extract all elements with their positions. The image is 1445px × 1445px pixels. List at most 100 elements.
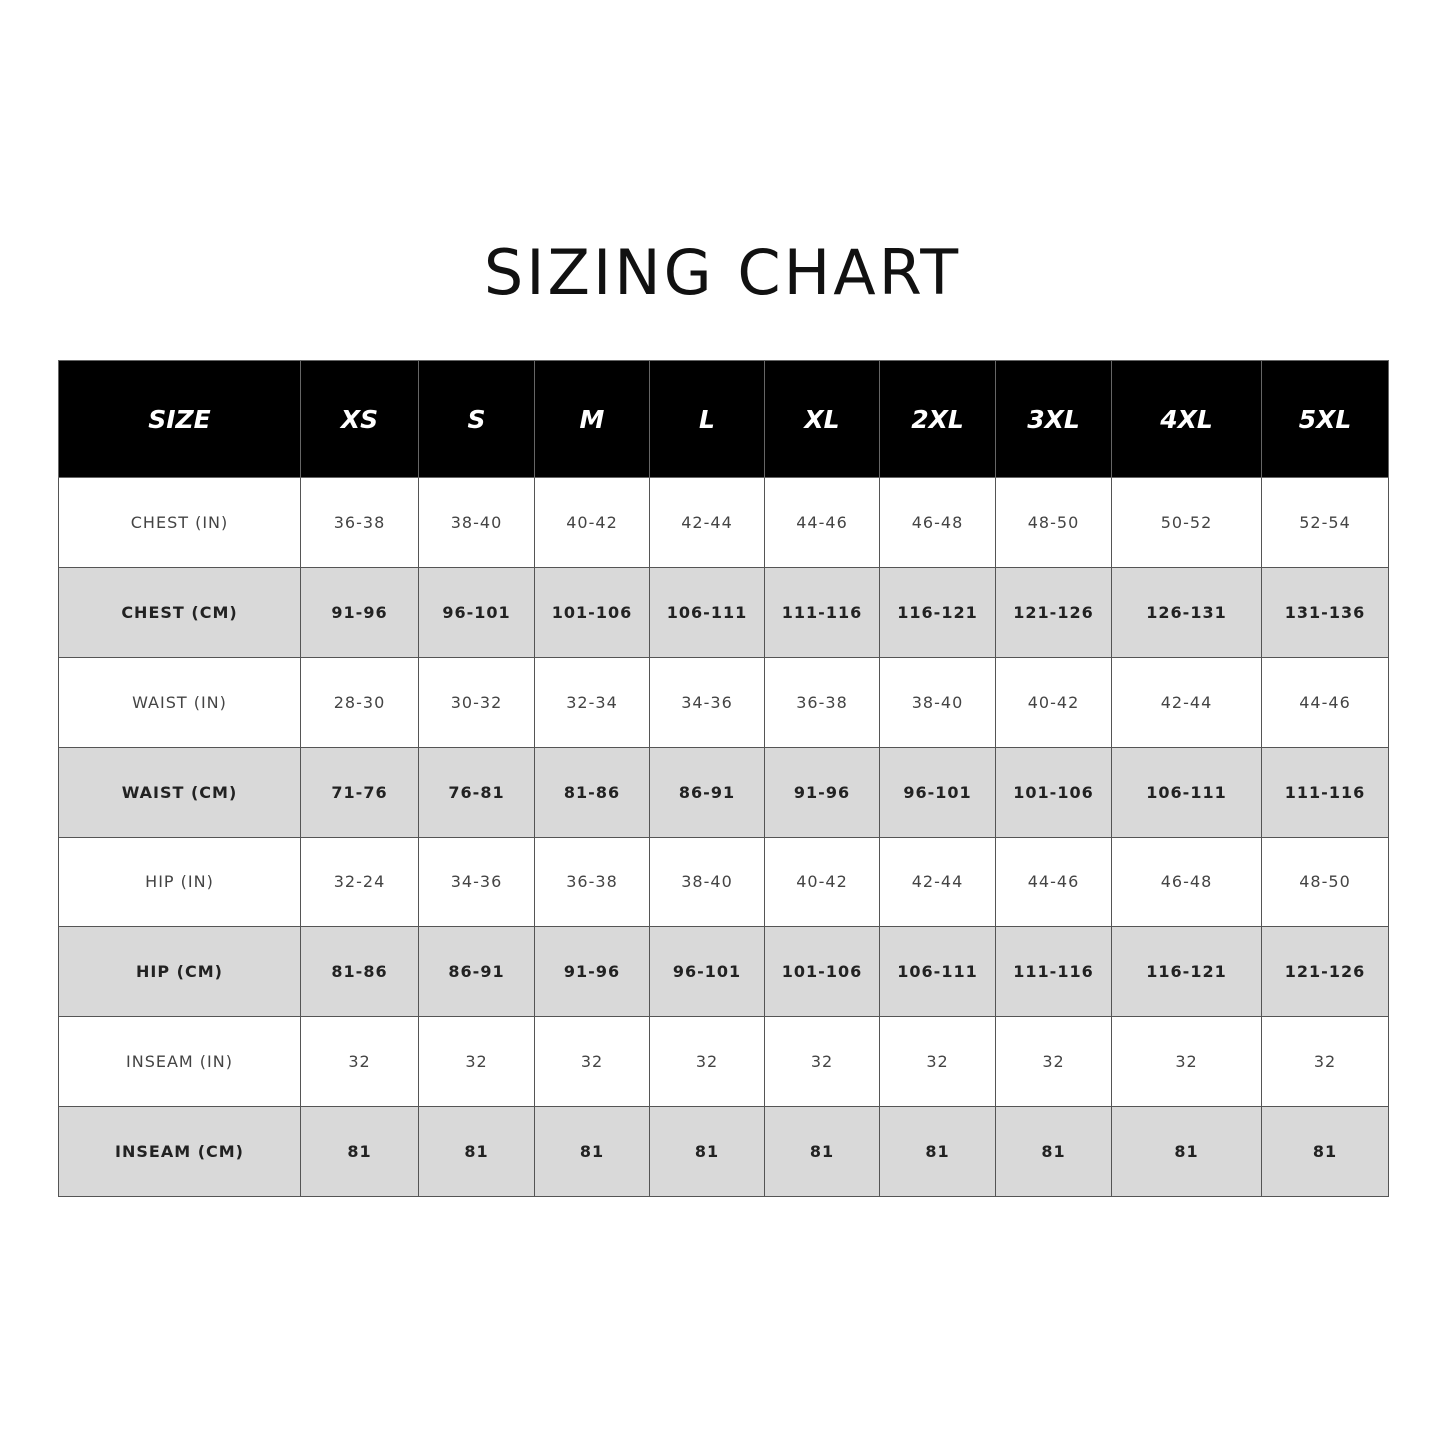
row-label: WAIST (IN) (58, 656, 301, 748)
table-cell: 32 (1111, 1016, 1262, 1108)
table-cell: 101-106 (534, 566, 650, 658)
table-cell: 106-111 (649, 566, 765, 658)
table-row: INSEAM (IN) 32 32 32 32 32 32 32 32 32 (58, 1016, 1389, 1108)
table-cell: 42-44 (649, 477, 765, 568)
table-cell: 42-44 (1111, 656, 1262, 748)
row-label: INSEAM (IN) (58, 1016, 301, 1108)
header-size-l: L (649, 360, 765, 478)
table-cell: 81 (1261, 1106, 1389, 1197)
table-row: HIP (CM) 81-86 86-91 91-96 96-101 101-106 106-… (58, 926, 1389, 1018)
table-cell: 38-40 (418, 477, 535, 568)
row-label: HIP (CM) (58, 926, 301, 1018)
table-cell: 96-101 (418, 566, 535, 658)
table-cell: 126-131 (1111, 566, 1262, 658)
table-cell: 44-46 (995, 836, 1112, 928)
header-size-s: S (418, 360, 535, 478)
table-cell: 81-86 (534, 746, 650, 838)
table-cell: 50-52 (1111, 477, 1262, 568)
table-cell: 44-46 (1261, 656, 1389, 748)
header-size-m: M (534, 360, 650, 478)
table-cell: 36-38 (534, 836, 650, 928)
header-size-3xl: 3XL (995, 360, 1112, 478)
row-label: INSEAM (CM) (58, 1106, 301, 1197)
table-cell: 121-126 (995, 566, 1112, 658)
row-label: CHEST (CM) (58, 566, 301, 658)
table-cell: 48-50 (995, 477, 1112, 568)
table-cell: 32 (649, 1016, 765, 1108)
table-cell: 32 (879, 1016, 996, 1108)
table-cell: 32 (534, 1016, 650, 1108)
table-cell: 46-48 (1111, 836, 1262, 928)
table-cell: 121-126 (1261, 926, 1389, 1018)
table-cell: 48-50 (1261, 836, 1389, 928)
table-cell: 81 (534, 1106, 650, 1197)
table-cell: 81 (879, 1106, 996, 1197)
table-cell: 32 (418, 1016, 535, 1108)
header-size-xs: XS (300, 360, 419, 478)
table-cell: 52-54 (1261, 477, 1389, 568)
table-cell: 32 (300, 1016, 419, 1108)
table-cell: 86-91 (649, 746, 765, 838)
table-cell: 81 (764, 1106, 880, 1197)
table-cell: 46-48 (879, 477, 996, 568)
row-label: WAIST (CM) (58, 746, 301, 838)
table-cell: 106-111 (1111, 746, 1262, 838)
header-size-2xl: 2XL (879, 360, 996, 478)
row-label: HIP (IN) (58, 836, 301, 928)
table-cell: 44-46 (764, 477, 880, 568)
table-cell: 101-106 (995, 746, 1112, 838)
table-cell: 111-116 (995, 926, 1112, 1018)
table-cell: 38-40 (879, 656, 996, 748)
table-cell: 106-111 (879, 926, 996, 1018)
table-cell: 40-42 (764, 836, 880, 928)
header-size-label: SIZE (58, 360, 301, 478)
table-cell: 91-96 (764, 746, 880, 838)
header-size-xl: XL (764, 360, 880, 478)
table-cell: 34-36 (649, 656, 765, 748)
table-cell: 91-96 (300, 566, 419, 658)
table-cell: 32 (1261, 1016, 1389, 1108)
table-cell: 34-36 (418, 836, 535, 928)
table-cell: 32 (764, 1016, 880, 1108)
table-cell: 81 (300, 1106, 419, 1197)
table-cell: 32-34 (534, 656, 650, 748)
table-cell: 28-30 (300, 656, 419, 748)
table-cell: 111-116 (764, 566, 880, 658)
table-row: WAIST (IN) 28-30 30-32 32-34 34-36 36-38 38-40… (58, 656, 1389, 748)
table-cell: 81 (418, 1106, 535, 1197)
table-cell: 116-121 (1111, 926, 1262, 1018)
header-row: SIZE XS S M L XL 2XL 3XL 4XL 5XL (58, 360, 1389, 478)
table-cell: 81 (1111, 1106, 1262, 1197)
table-row: INSEAM (CM) 81 81 81 81 81 81 81 81 81 (58, 1106, 1389, 1197)
sizing-table: SIZE XS S M L XL 2XL 3XL 4XL 5XL CHEST (IN) 36-38 3… (58, 360, 1389, 1197)
table-cell: 36-38 (300, 477, 419, 568)
table-row: WAIST (CM) 71-76 76-81 81-86 86-91 91-96 96-10… (58, 746, 1389, 838)
table-row: CHEST (CM) 91-96 96-101 101-106 106-111 111-1… (58, 566, 1389, 658)
table-cell: 101-106 (764, 926, 880, 1018)
table-cell: 38-40 (649, 836, 765, 928)
table-cell: 32 (995, 1016, 1112, 1108)
table-cell: 71-76 (300, 746, 419, 838)
table-row: CHEST (IN) 36-38 38-40 40-42 42-44 44-46 46-48… (58, 477, 1389, 568)
table-cell: 111-116 (1261, 746, 1389, 838)
table-cell: 36-38 (764, 656, 880, 748)
table-cell: 40-42 (995, 656, 1112, 748)
table-cell: 96-101 (649, 926, 765, 1018)
table-cell: 76-81 (418, 746, 535, 838)
table-cell: 91-96 (534, 926, 650, 1018)
table-cell: 86-91 (418, 926, 535, 1018)
table-cell: 40-42 (534, 477, 650, 568)
table-cell: 131-136 (1261, 566, 1389, 658)
table-cell: 81-86 (300, 926, 419, 1018)
table-row: HIP (IN) 32-24 34-36 36-38 38-40 40-42 42-44 44… (58, 836, 1389, 928)
header-size-4xl: 4XL (1111, 360, 1262, 478)
header-size-5xl: 5XL (1261, 360, 1389, 478)
table-cell: 116-121 (879, 566, 996, 658)
table-cell: 81 (649, 1106, 765, 1197)
page-title: SIZING CHART (483, 236, 962, 309)
table-cell: 30-32 (418, 656, 535, 748)
table-cell: 96-101 (879, 746, 996, 838)
table-cell: 42-44 (879, 836, 996, 928)
row-label: CHEST (IN) (58, 477, 301, 568)
table-cell: 81 (995, 1106, 1112, 1197)
